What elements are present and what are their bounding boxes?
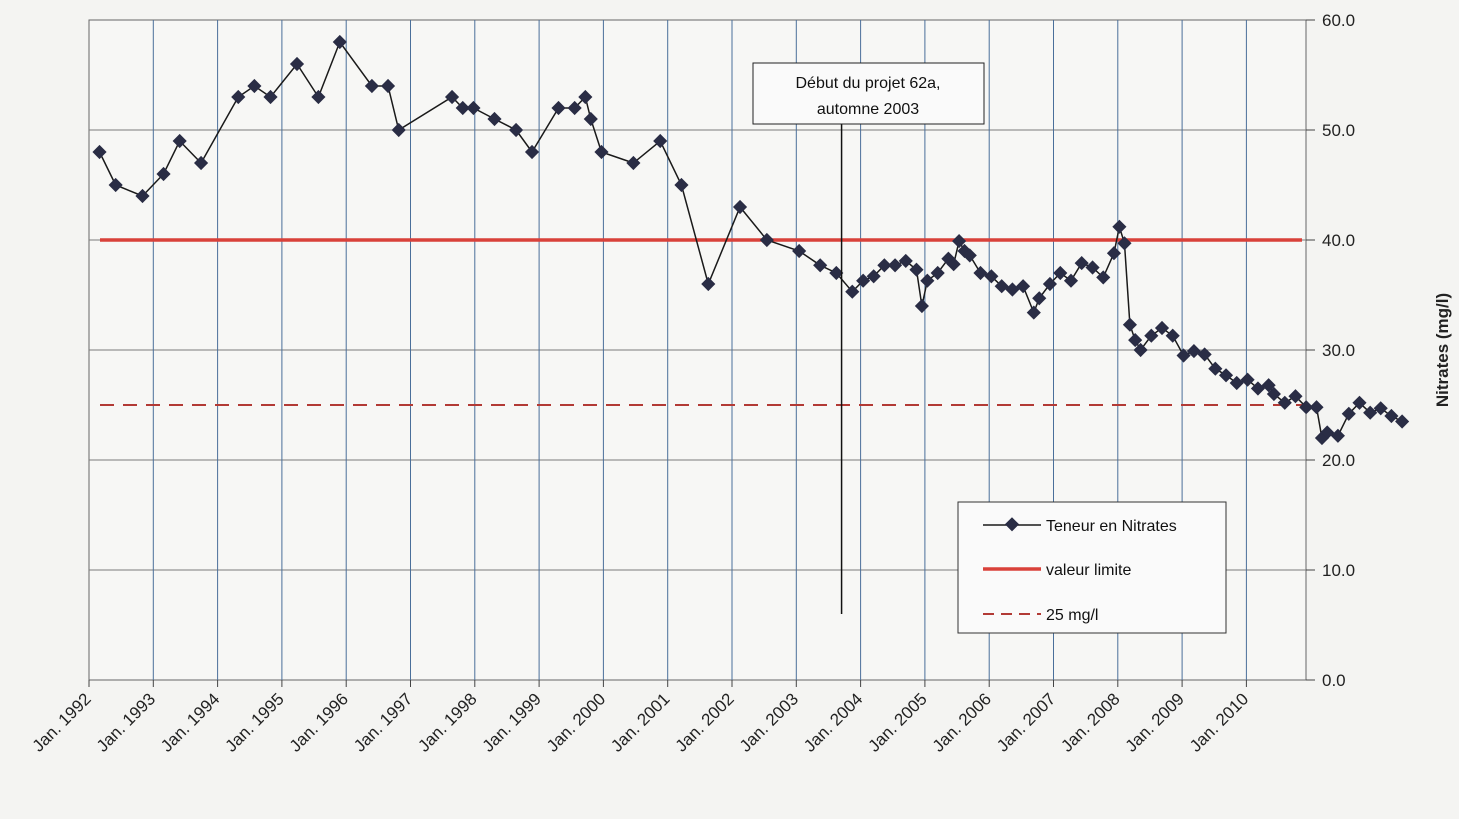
legend-label-teneur: Teneur en Nitrates [1046,518,1177,535]
x-tick-label: Jan. 2003 [736,689,802,755]
x-tick-label: Jan. 2000 [543,689,609,755]
y-tick-label: 10.0 [1322,561,1355,580]
x-tick-label: Jan. 2004 [800,689,866,755]
y-axis-ticks: 0.0 10.0 20.0 30.0 40.0 50.0 60.0 [1306,11,1355,690]
x-tick-label: Jan. 1992 [29,689,95,755]
y-tick-label: 50.0 [1322,121,1355,140]
x-tick-label: Jan. 2002 [672,689,738,755]
data-point [1310,401,1323,414]
x-tick-label: Jan. 1995 [221,689,287,755]
x-tick-label: Jan. 1998 [414,689,480,755]
annotation-text-line-2: automne 2003 [817,101,919,118]
x-tick-label: Jan. 2001 [607,689,673,755]
x-tick-label: Jan. 1999 [479,689,545,755]
legend-label-limite: valeur limite [1046,562,1131,579]
y-tick-label: 0.0 [1322,671,1346,690]
data-point [1332,429,1345,442]
x-tick-label: Jan. 1997 [350,689,416,755]
y-tick-label: 30.0 [1322,341,1355,360]
y-axis-label: Nitrates (mg/l) [1433,293,1452,407]
x-tick-label: Jan. 1996 [286,689,352,755]
y-tick-label: 20.0 [1322,451,1355,470]
x-tick-label: Jan. 2008 [1057,689,1123,755]
x-tick-label: Jan. 2007 [993,689,1059,755]
x-tick-label: Jan. 1993 [93,689,159,755]
x-tick-label: Jan. 2006 [929,689,995,755]
data-point [1396,415,1409,428]
x-tick-label: Jan. 1994 [157,689,223,755]
y-tick-label: 40.0 [1322,231,1355,250]
x-tick-label: Jan. 2009 [1122,689,1188,755]
legend-label-25: 25 mg/l [1046,607,1098,624]
data-point [1385,410,1398,423]
x-tick-label: Jan. 2005 [864,689,930,755]
annotation-text-line-1: Début du projet 62a, [796,75,941,92]
legend: Teneur en Nitrates valeur limite 25 mg/l [958,502,1226,633]
x-tick-label: Jan. 2010 [1186,689,1252,755]
y-tick-label: 60.0 [1322,11,1355,30]
